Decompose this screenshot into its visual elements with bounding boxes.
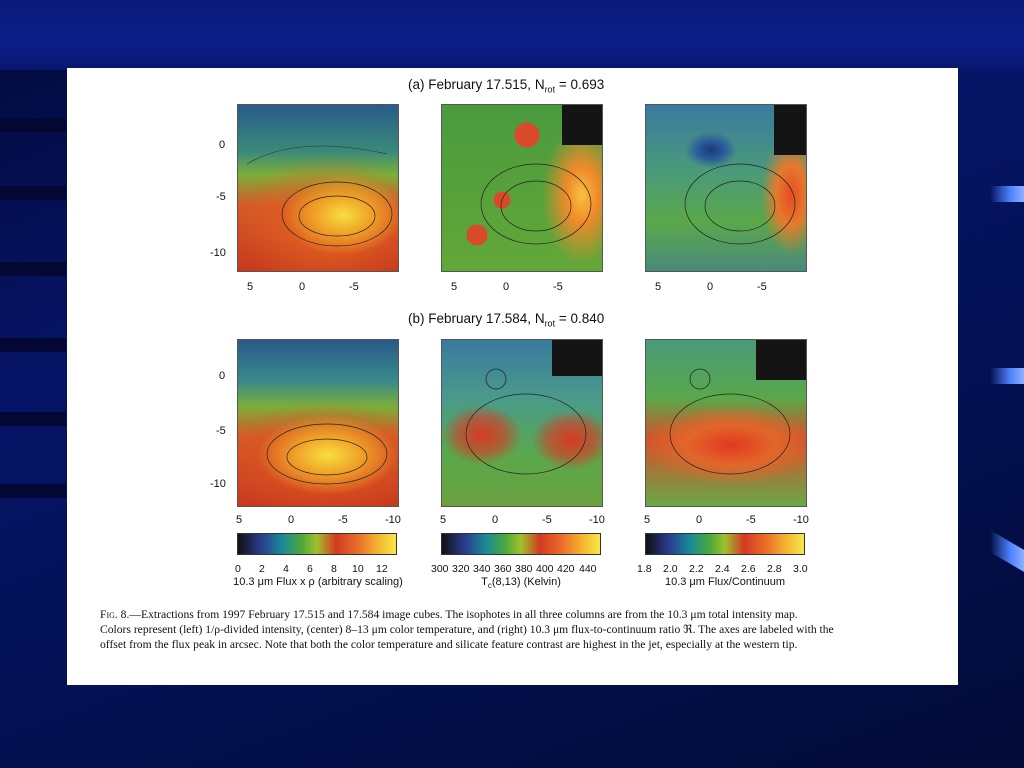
colorbar-temperature [441,533,601,555]
y-tick: 0 [219,370,226,382]
caption-line: Fig. 8.—Extractions from 1997 February 1… [100,608,798,621]
colorbar-flux [237,533,397,555]
contours-b-left [266,423,388,485]
colorbar-tick: 420 [557,563,575,575]
x-tick: -5 [349,281,359,293]
caption-line: Colors represent (left) 1/ρ-divided inte… [100,623,834,636]
slide-stripe [0,338,66,352]
x-tick: -10 [793,514,809,526]
slide-stripe [0,484,66,498]
x-tick: 5 [655,281,662,293]
x-tick: 5 [236,514,243,526]
x-tick: 0 [299,281,306,293]
colorbar-tick: 2.2 [689,563,704,575]
figure-caption: Fig. 8.—Extractions from 1997 February 1… [100,607,920,652]
x-tick: -5 [338,514,348,526]
panel-title-a: (a) February 17.515, Nrot = 0.693 [408,77,605,95]
y-tick: -5 [216,425,226,437]
colorbar-tick: 4 [283,563,289,575]
x-tick: 5 [451,281,458,293]
colorbar-tick: 380 [515,563,533,575]
map-a-ratio [645,104,807,272]
colorbar-tick: 2.4 [715,563,730,575]
colorbar-label-flux: 10.3 μm Flux x ρ (arbitrary scaling) [233,576,403,588]
slide-side-mark [990,530,1024,572]
x-tick: 5 [440,514,447,526]
x-tick: 5 [247,281,254,293]
colorbar-tick: 300 [431,563,449,575]
x-tick: -5 [746,514,756,526]
panel-title-b: (b) February 17.584, Nrot = 0.840 [408,311,605,329]
colorbar-label-ratio: 10.3 μm Flux/Continuum [664,576,786,588]
caption-fig-label: Fig. 8. [100,608,130,621]
colorbar-tick: 340 [473,563,491,575]
map-b-flux [237,339,399,507]
x-tick: 0 [696,514,703,526]
slide-stripe [0,262,66,276]
contours-a-right [684,163,796,245]
y-tick: -10 [210,247,226,259]
x-tick: 0 [492,514,499,526]
colorbar-tick: 2.8 [767,563,782,575]
x-tick: -10 [385,514,401,526]
contours-a-left [246,145,393,247]
contours-b-right [669,368,791,475]
colorbar-tick: 3.0 [793,563,808,575]
map-b-temperature [441,339,603,507]
y-tick: -10 [210,478,226,490]
colorbar-tick: 2 [259,563,265,575]
map-mask [774,105,806,155]
colorbar-tick: 10 [352,563,364,575]
colorbar-tick: 400 [536,563,554,575]
slide-header-band [0,0,1024,70]
contours-a-center [480,163,592,245]
slide-stripe [0,118,66,132]
x-tick: -5 [553,281,563,293]
colorbar-tick: 2.0 [663,563,678,575]
map-a-flux [237,104,399,272]
slide-side-mark [990,186,1024,202]
map-mask [552,340,602,376]
contours-b-center [465,368,587,475]
colorbar-tick: 440 [579,563,597,575]
slide-side-mark [990,368,1024,384]
x-tick: 0 [503,281,510,293]
x-tick: -5 [542,514,552,526]
caption-line: offset from the flux peak in arcsec. Not… [100,638,798,651]
map-mask [756,340,806,380]
colorbar-tick: 360 [494,563,512,575]
colorbar-tick: 6 [307,563,313,575]
x-tick: 0 [707,281,714,293]
colorbar-tick: 320 [452,563,470,575]
colorbar-label-temperature: Tc(8,13) (Kelvin) [481,576,561,591]
x-tick: 5 [644,514,651,526]
y-tick: -5 [216,191,226,203]
y-tick: 0 [219,139,226,151]
colorbar-tick: 2.6 [741,563,756,575]
x-tick: 0 [288,514,295,526]
x-tick: -10 [589,514,605,526]
colorbar-tick: 8 [331,563,337,575]
colorbar-tick: 1.8 [637,563,652,575]
map-a-temperature [441,104,603,272]
slide-stripe [0,186,66,200]
x-tick: -5 [757,281,767,293]
colorbar-ratio [645,533,805,555]
slide-stripe [0,412,66,426]
colorbar-tick: 12 [376,563,388,575]
map-b-ratio [645,339,807,507]
colorbar-tick: 0 [235,563,241,575]
map-mask [562,105,602,145]
